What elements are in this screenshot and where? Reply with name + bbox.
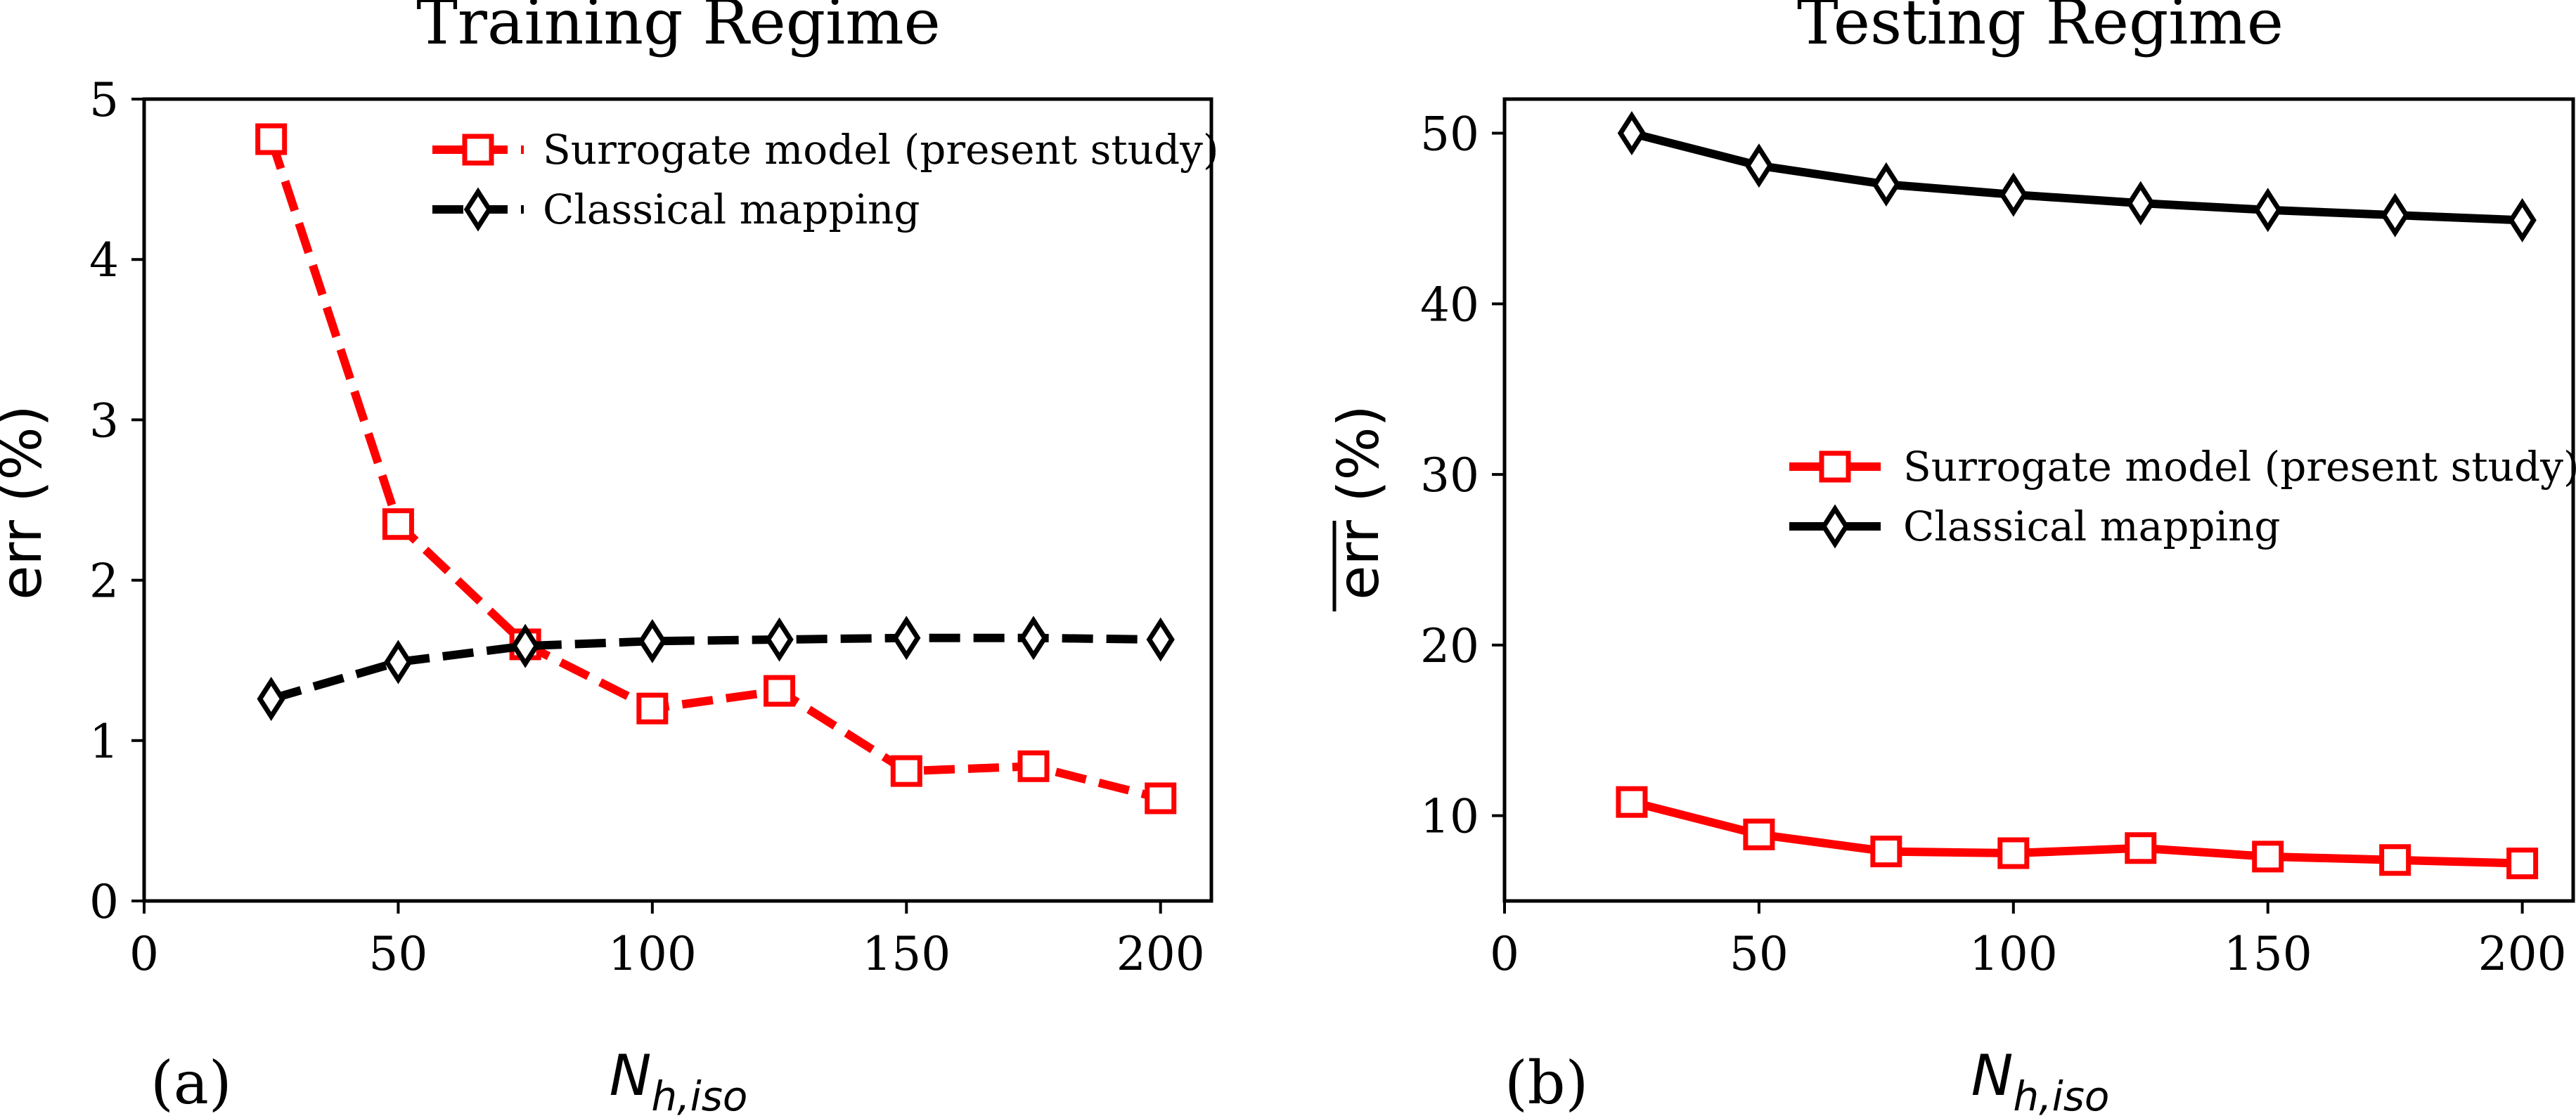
y-tick-label: 4 (89, 233, 119, 287)
x-tick-label: 150 (862, 927, 951, 981)
x-tick-label: 0 (1490, 927, 1519, 981)
chart-title: Training Regime (416, 0, 941, 58)
diamond-point (1146, 617, 1175, 662)
series-surrogate (1616, 786, 2539, 880)
square-point (1743, 818, 1775, 850)
diamond-point (510, 623, 540, 668)
diamond-point (2508, 197, 2537, 242)
series-line (1630, 129, 2523, 225)
square-point (2125, 832, 2157, 864)
legend-entry: Classical mapping (1789, 502, 2281, 550)
panel-label: (b) (1505, 1049, 1588, 1116)
y-tick-label: 1 (89, 715, 119, 769)
diamond-point (2126, 181, 2155, 226)
series-classical (257, 616, 1175, 721)
square-point (255, 123, 288, 155)
series-line (270, 633, 1161, 703)
diamond-point (257, 676, 285, 721)
plot-frame (142, 97, 1213, 903)
legend-label: Surrogate model (present study) (1903, 443, 2576, 491)
diamond-point (384, 640, 413, 684)
diamond-point (1872, 162, 1901, 207)
y-tick-label: 50 (1420, 108, 1479, 162)
square-point (2506, 848, 2539, 880)
y-axis-label: err (%) (0, 405, 54, 599)
diamond-point (1019, 616, 1048, 661)
x-tick-label: 200 (1116, 927, 1205, 981)
diamond-point (638, 618, 667, 663)
x-tick-label: 50 (368, 927, 427, 981)
x-tick-label: 0 (129, 927, 159, 981)
x-axis-label: Nh,iso (610, 1043, 748, 1116)
panel-label: (a) (150, 1049, 232, 1116)
x-tick-label: 50 (1730, 927, 1789, 981)
square-point (382, 508, 414, 540)
diamond-point (2253, 188, 2282, 233)
series-classical (1617, 111, 2537, 242)
panel-a: Training Regime 0 50 100 150 200 0 1 2 3 4 5 err (… (0, 0, 1219, 1116)
legend-label: Classical mapping (543, 186, 920, 233)
y-tick-label: 3 (89, 394, 119, 448)
legend-marker (463, 187, 493, 232)
diamond-point (892, 616, 921, 661)
legend-label: Surrogate model (present study) (543, 126, 1219, 174)
y-tick-label: 30 (1420, 448, 1479, 502)
y-tick-label: 2 (89, 554, 119, 609)
x-tick-label: 100 (1969, 927, 2058, 981)
legend-entry: Surrogate model (present study) (432, 126, 1219, 174)
legend-label: Classical mapping (1903, 502, 2281, 550)
diamond-point (765, 617, 794, 662)
series-line (267, 138, 1162, 803)
legend: Surrogate model (present study) Classical… (432, 126, 1219, 233)
y-axis-label: err (%) (1326, 405, 1391, 611)
legend-marker (1820, 504, 1850, 549)
series-line (1630, 798, 2523, 868)
legend-marker (462, 134, 494, 166)
square-point (1017, 750, 1050, 782)
x-tick-label: 150 (2224, 927, 2312, 981)
y-tick-label: 10 (1420, 790, 1479, 844)
y-tick-label: 5 (89, 73, 119, 127)
legend-entry: Surrogate model (present study) (1789, 443, 2576, 491)
diamond-point (1744, 143, 1774, 188)
diamond-point (1999, 172, 2028, 217)
ticks: 0 50 100 150 200 10 20 30 40 50 (1420, 108, 2567, 981)
square-point (636, 692, 669, 725)
plot-frame (1502, 97, 2575, 903)
diamond-point (1617, 111, 1647, 156)
square-point (890, 755, 922, 787)
x-axis-label: Nh,iso (1971, 1043, 2110, 1116)
series-surrogate (255, 123, 1177, 815)
x-tick-label: 100 (608, 927, 697, 981)
y-tick-label: 20 (1420, 619, 1479, 673)
svg-text:err (%): err (%) (1326, 405, 1391, 599)
svg-text:err (%): err (%) (0, 405, 54, 599)
square-point (1870, 836, 1902, 868)
legend: Surrogate model (present study) Classical… (1789, 443, 2576, 550)
panel-b: Testing Regime 0 50 100 150 200 10 20 30 40 50 er… (1326, 0, 2576, 1116)
y-tick-label: 0 (89, 875, 119, 929)
diamond-point (2381, 193, 2409, 238)
square-point (2252, 841, 2284, 873)
legend-entry: Classical mapping (432, 186, 920, 233)
ticks: 0 50 100 150 200 0 1 2 3 4 5 (89, 73, 1205, 981)
square-point (2379, 844, 2411, 876)
y-tick-label: 40 (1420, 278, 1479, 332)
chart-title: Testing Regime (1797, 0, 2284, 58)
square-point (1616, 786, 1648, 818)
square-point (1997, 837, 2030, 869)
legend-marker (1819, 450, 1851, 483)
square-point (764, 675, 796, 707)
square-point (1145, 782, 1177, 815)
x-tick-label: 200 (2478, 927, 2567, 981)
